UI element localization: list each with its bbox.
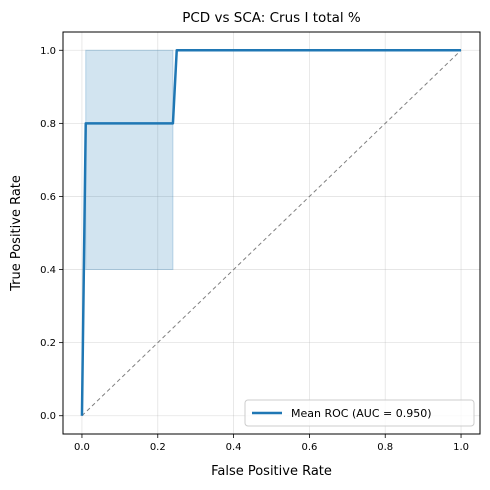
x-axis-label: False Positive Rate (211, 464, 332, 479)
y-tick-label: 0.0 (40, 411, 56, 422)
y-ticks: 0.0 0.2 0.4 0.6 0.8 1.0 (40, 46, 63, 422)
band-layer (85, 49, 174, 271)
confidence-band (85, 49, 174, 271)
y-axis-label: True Positive Rate (9, 175, 24, 292)
x-tick-label: 0.6 (301, 442, 317, 453)
x-tick-label: 0.4 (226, 442, 242, 453)
y-tick-label: 0.4 (40, 265, 56, 276)
y-tick-label: 0.6 (40, 192, 56, 203)
legend: Mean ROC (AUC = 0.950) (244, 399, 475, 427)
x-tick-label: 0.0 (74, 442, 90, 453)
x-ticks: 0.0 0.2 0.4 0.6 0.8 1.0 (74, 434, 469, 453)
y-tick-label: 1.0 (40, 46, 56, 57)
legend-box (244, 399, 475, 427)
x-tick-label: 0.8 (377, 442, 393, 453)
x-tick-label: 0.2 (150, 442, 166, 453)
plot-frame (62, 31, 481, 435)
y-tick-label: 0.8 (40, 119, 56, 130)
x-tick-label: 1.0 (453, 442, 469, 453)
roc-curve (80, 49, 462, 416)
chart-title: PCD vs SCA: Crus I total % (182, 10, 361, 26)
legend-label: Mean ROC (AUC = 0.950) (291, 407, 432, 420)
chance-diagonal (81, 49, 462, 417)
reference-layer (81, 49, 462, 417)
y-tick-label: 0.2 (40, 338, 56, 349)
series-layer (80, 49, 462, 416)
